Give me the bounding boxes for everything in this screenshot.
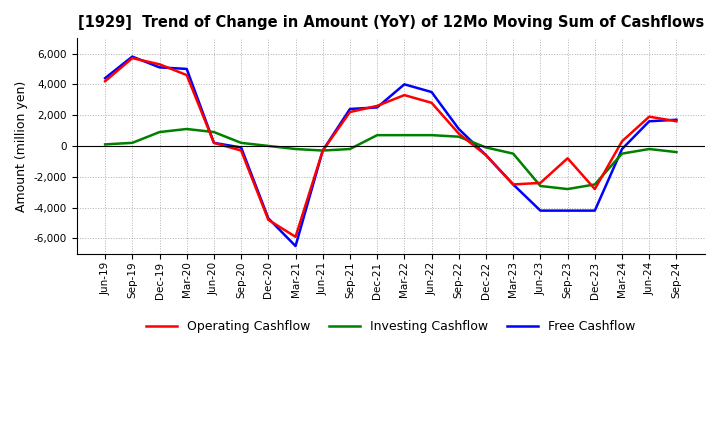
Investing Cashflow — [400, 132, 409, 138]
Investing Cashflow — [482, 145, 490, 150]
Free Cashflow — [400, 82, 409, 87]
Investing Cashflow — [101, 142, 109, 147]
Free Cashflow — [645, 119, 654, 124]
Free Cashflow — [373, 105, 382, 110]
Line: Investing Cashflow: Investing Cashflow — [105, 129, 676, 189]
Operating Cashflow — [264, 217, 273, 223]
Investing Cashflow — [373, 132, 382, 138]
Operating Cashflow — [536, 180, 545, 186]
Operating Cashflow — [346, 110, 354, 115]
Investing Cashflow — [237, 140, 246, 146]
Legend: Operating Cashflow, Investing Cashflow, Free Cashflow: Operating Cashflow, Investing Cashflow, … — [140, 315, 641, 338]
Free Cashflow — [427, 89, 436, 95]
Operating Cashflow — [427, 100, 436, 106]
Free Cashflow — [563, 208, 572, 213]
Operating Cashflow — [373, 103, 382, 109]
Investing Cashflow — [156, 129, 164, 135]
Operating Cashflow — [454, 131, 463, 136]
Free Cashflow — [672, 117, 680, 122]
Operating Cashflow — [128, 55, 137, 61]
Operating Cashflow — [400, 92, 409, 98]
Free Cashflow — [509, 182, 518, 187]
Operating Cashflow — [237, 148, 246, 153]
Operating Cashflow — [563, 156, 572, 161]
Investing Cashflow — [563, 187, 572, 192]
Investing Cashflow — [291, 147, 300, 152]
Operating Cashflow — [509, 182, 518, 187]
Operating Cashflow — [101, 79, 109, 84]
Line: Operating Cashflow: Operating Cashflow — [105, 58, 676, 237]
Investing Cashflow — [645, 147, 654, 152]
Investing Cashflow — [318, 148, 327, 153]
Investing Cashflow — [128, 140, 137, 146]
Investing Cashflow — [454, 134, 463, 139]
Investing Cashflow — [346, 147, 354, 152]
Free Cashflow — [346, 106, 354, 112]
Free Cashflow — [156, 65, 164, 70]
Operating Cashflow — [645, 114, 654, 119]
Free Cashflow — [454, 126, 463, 132]
Free Cashflow — [237, 145, 246, 150]
Operating Cashflow — [210, 140, 218, 146]
Free Cashflow — [318, 148, 327, 153]
Investing Cashflow — [210, 129, 218, 135]
Investing Cashflow — [672, 150, 680, 155]
Operating Cashflow — [182, 73, 191, 78]
Free Cashflow — [264, 216, 273, 221]
Operating Cashflow — [156, 62, 164, 67]
Operating Cashflow — [318, 148, 327, 153]
Title: [1929]  Trend of Change in Amount (YoY) of 12Mo Moving Sum of Cashflows: [1929] Trend of Change in Amount (YoY) o… — [78, 15, 704, 30]
Free Cashflow — [128, 54, 137, 59]
Operating Cashflow — [482, 153, 490, 158]
Free Cashflow — [590, 208, 599, 213]
Investing Cashflow — [590, 182, 599, 187]
Free Cashflow — [101, 76, 109, 81]
Free Cashflow — [210, 140, 218, 146]
Free Cashflow — [618, 147, 626, 152]
Operating Cashflow — [590, 187, 599, 192]
Free Cashflow — [291, 243, 300, 249]
Free Cashflow — [482, 153, 490, 158]
Free Cashflow — [182, 66, 191, 72]
Free Cashflow — [536, 208, 545, 213]
Operating Cashflow — [291, 234, 300, 239]
Operating Cashflow — [618, 139, 626, 144]
Investing Cashflow — [536, 183, 545, 189]
Line: Free Cashflow: Free Cashflow — [105, 57, 676, 246]
Investing Cashflow — [182, 126, 191, 132]
Investing Cashflow — [427, 132, 436, 138]
Investing Cashflow — [264, 143, 273, 149]
Y-axis label: Amount (million yen): Amount (million yen) — [15, 81, 28, 212]
Operating Cashflow — [672, 119, 680, 124]
Investing Cashflow — [509, 151, 518, 156]
Investing Cashflow — [618, 151, 626, 156]
